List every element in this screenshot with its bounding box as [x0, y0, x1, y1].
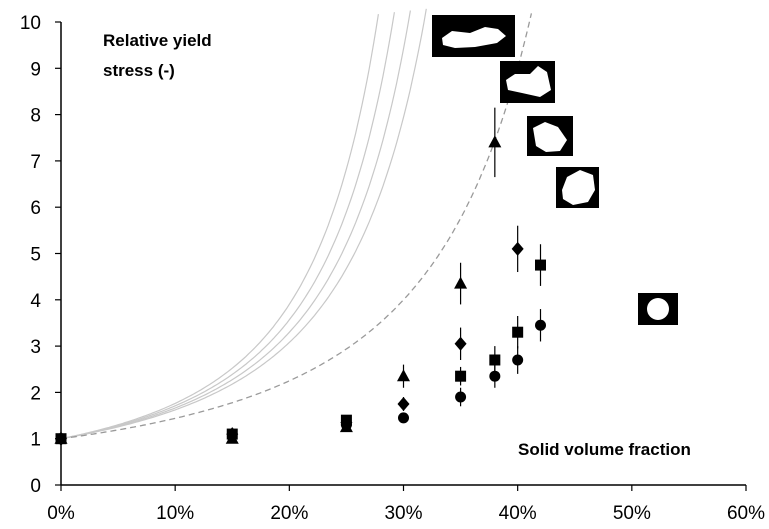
y-tick-label: 9: [30, 59, 41, 80]
triangle-point: [454, 276, 468, 289]
x-axis-title: Solid volume fraction: [518, 440, 691, 459]
y-tick-label: 8: [30, 106, 41, 127]
y-axis-title-line-1: Relative yield: [103, 31, 212, 50]
square-point: [512, 326, 524, 338]
x-tick-label: 10%: [156, 503, 194, 524]
model-curves: [60, 8, 533, 440]
circle-point: [535, 319, 546, 331]
x-tick-label: 0%: [47, 503, 75, 524]
square-point: [535, 259, 546, 271]
square-point: [455, 370, 467, 382]
tick-labels: 0% 10% 20% 30% 40% 50% 60% 0 1 2 3 4 5 6 7 8 9 10: [20, 13, 765, 524]
triangle-point: [397, 369, 410, 382]
square-point: [489, 354, 501, 366]
compact-particle-icon: [527, 116, 573, 156]
angular-particle-icon: [500, 61, 555, 103]
model-curve-4: [60, 8, 427, 440]
y-tick-label: 3: [30, 337, 41, 358]
circle-point: [489, 370, 501, 382]
rounded-particle-icon: [556, 167, 599, 208]
x-tick-label: 20%: [270, 503, 308, 524]
y-tick-label: 10: [20, 13, 41, 34]
x-tick-label: 50%: [613, 503, 651, 524]
y-tick-label: 6: [30, 198, 41, 219]
particle-shape-icons: [432, 15, 678, 325]
circle-point: [55, 433, 67, 445]
y-tick-label: 2: [30, 383, 41, 404]
triangle-point: [488, 135, 502, 148]
circle-point: [340, 419, 352, 431]
diamond-point: [511, 241, 524, 256]
data-points: [54, 135, 546, 446]
y-tick-label: 1: [30, 430, 41, 451]
model-curve-1: [60, 14, 379, 440]
x-tick-label: 40%: [499, 503, 537, 524]
model-curve-2: [60, 12, 395, 440]
error-bars: [402, 107, 542, 411]
circle-point: [455, 391, 467, 403]
circle-point: [398, 412, 409, 424]
model-curve-3: [60, 10, 411, 440]
sphere-particle-icon: [638, 293, 678, 325]
diamond-point: [454, 336, 467, 351]
y-tick-label: 7: [30, 152, 41, 173]
y-tick-label: 4: [30, 291, 41, 312]
diamond-point: [397, 396, 410, 411]
model-curve-5: [60, 13, 533, 440]
square-point: [226, 428, 238, 440]
x-tick-label: 60%: [727, 503, 765, 524]
elongated-particle-icon: [432, 15, 515, 57]
axes: [55, 21, 747, 491]
y-axis-title-line-2: stress (-): [103, 61, 175, 80]
circle-point: [512, 354, 524, 366]
y-tick-label: 0: [30, 476, 41, 497]
y-tick-label: 5: [30, 245, 41, 266]
x-tick-label: 30%: [384, 503, 422, 524]
